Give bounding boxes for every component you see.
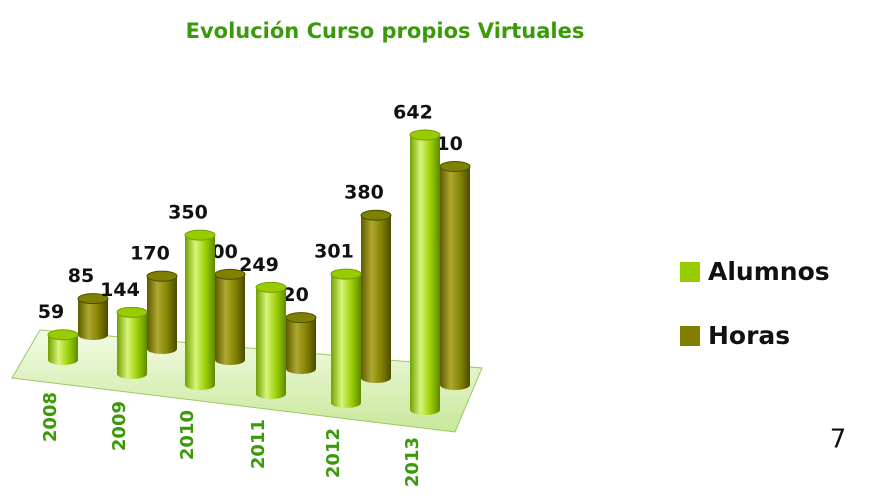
bar [215,274,245,365]
bar [48,334,78,365]
data-label: 380 [344,182,384,204]
legend-swatch [680,262,700,282]
chart-title: Evolución Curso propios Virtuales [186,19,585,43]
x-tick-label: 2008 [40,392,61,442]
bar [410,135,440,415]
bar [286,317,316,374]
x-tick-label: 2010 [177,410,198,460]
bar-top [77,293,109,305]
data-label: 170 [130,243,170,265]
bar-top [330,268,362,280]
x-tick-label: 2012 [323,428,344,478]
bar-top [439,161,471,173]
bar-top [255,281,287,293]
bar [256,287,286,399]
data-label: 301 [314,241,354,263]
data-label: 144 [100,279,140,301]
x-tick-label: 2013 [402,437,423,487]
page-number: 7 [830,425,847,455]
bar [440,166,470,390]
bar-top [360,209,392,221]
legend-swatch [680,326,700,346]
data-label: 85 [68,265,94,287]
data-label: 249 [239,254,279,276]
x-tick-label: 2009 [109,401,130,451]
legend-label: Alumnos [708,257,830,286]
data-label: 642 [393,102,433,124]
bar [331,274,361,408]
bar-top [146,270,178,282]
bar [185,235,215,390]
bar-top [409,129,441,141]
legend-label: Horas [708,321,790,350]
bar-top [116,306,148,318]
bar [361,215,391,383]
bar [147,276,177,354]
bar-top [184,229,216,241]
x-tick-label: 2011 [248,419,269,469]
bar-top [47,329,79,341]
bar-top [285,312,317,324]
data-label: 350 [168,202,208,224]
bar [117,312,147,379]
data-label: 59 [38,301,64,323]
bar [78,298,108,340]
